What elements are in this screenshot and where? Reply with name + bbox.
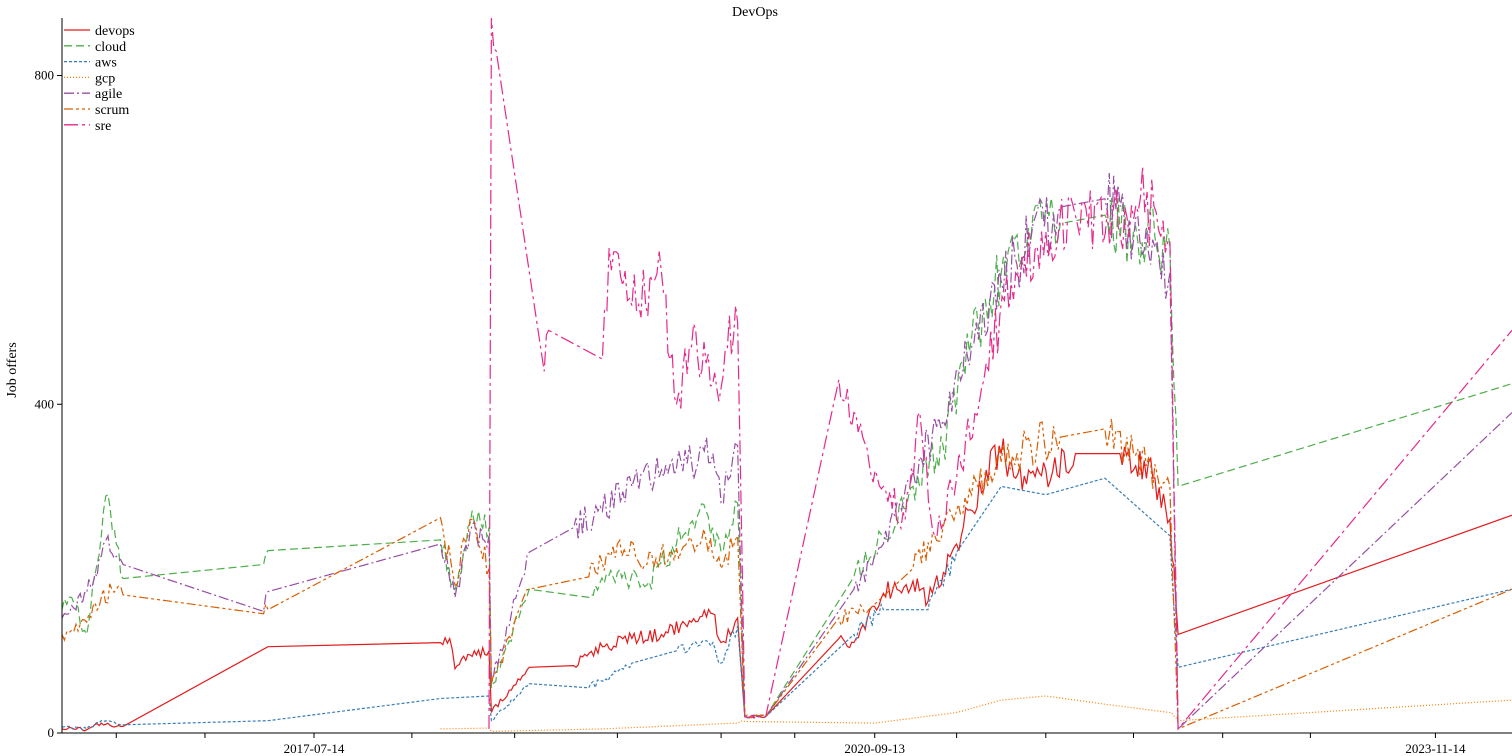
y-tick-label: 0 [48,725,55,740]
series-line-sre [488,17,1512,731]
x-tick-label: 2020-09-13 [844,741,905,756]
y-axis-label: Job offers [5,342,20,397]
legend-label-scrum: scrum [95,103,129,118]
x-tick-label: 2017-07-14 [284,741,345,756]
legend-label-cloud: cloud [95,40,126,55]
series-line-scrum [62,418,1512,730]
legend-label-sre: sre [95,119,111,134]
series-layer [62,17,1512,733]
legend-label-gcp: gcp [95,71,115,86]
series-line-aws [62,477,1512,731]
legend-label-devops: devops [95,24,135,39]
y-tick-label: 400 [35,396,55,411]
series-line-agile [62,172,1512,731]
axes-layer: 0 400 800 2017-07-14 2020-09-13 2023-11-14 [35,18,1512,756]
y-tick-label: 800 [35,68,55,83]
chart-title: DevOps [732,5,778,20]
series-line-devops [62,438,1512,732]
x-tick-label: 2023-11-14 [1405,741,1466,756]
legend-label-agile: agile [95,87,122,102]
legend-label-aws: aws [95,56,117,71]
series-line-cloud [62,197,1512,719]
series-line-gcp [440,695,1512,733]
